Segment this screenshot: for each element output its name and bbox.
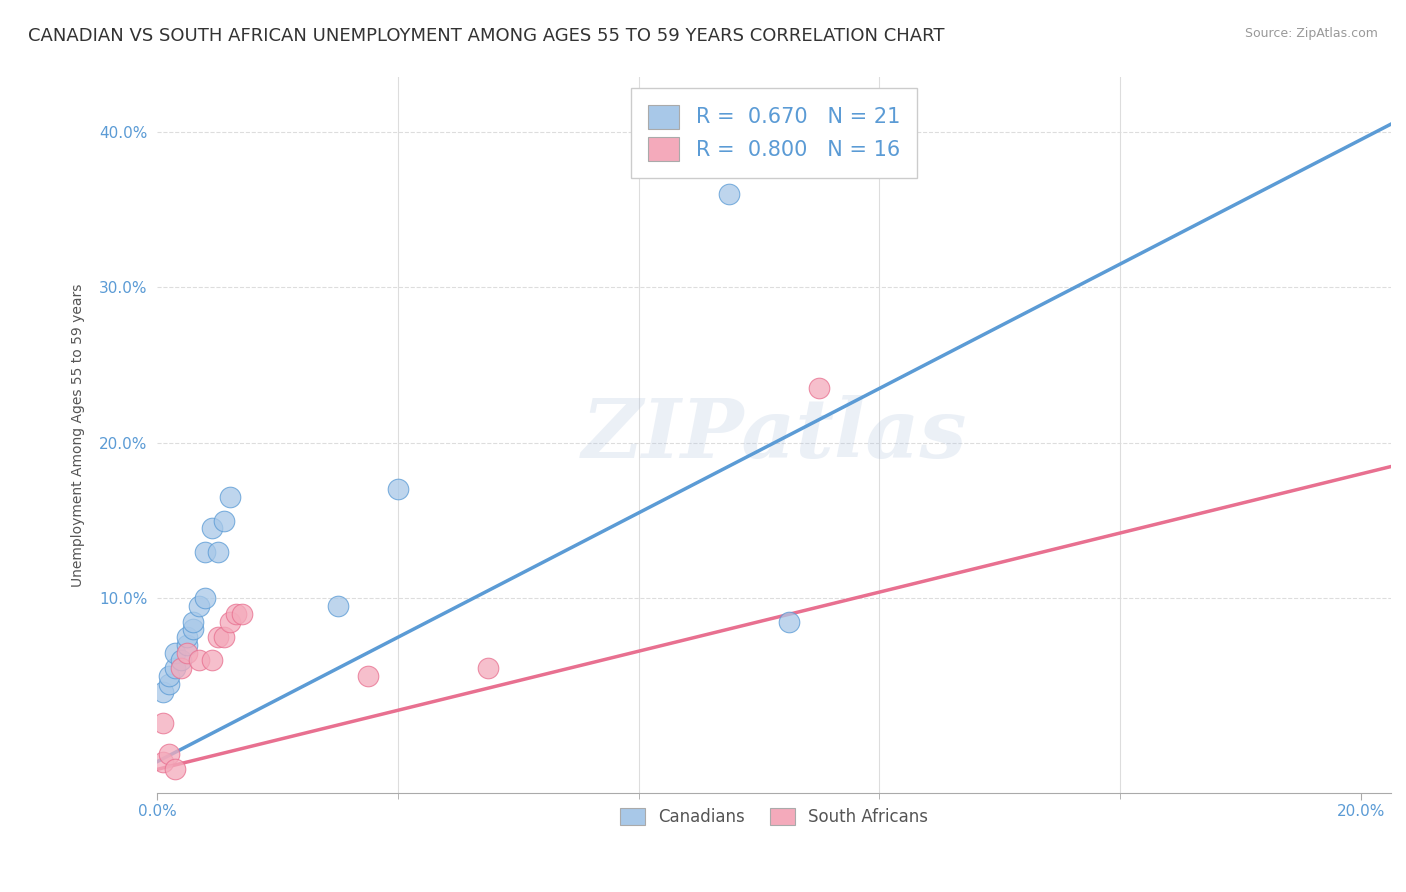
Point [176, 646, 198, 660]
Point [808, 381, 831, 395]
Point [200, 521, 222, 535]
Point [194, 591, 217, 606]
Point [212, 514, 235, 528]
Point [157, 669, 180, 683]
Point [157, 747, 180, 761]
Legend: Canadians, South Africans: Canadians, South Africans [612, 799, 936, 834]
Point [225, 607, 247, 621]
Point [183, 623, 205, 637]
Point [212, 630, 235, 644]
Point [183, 615, 205, 629]
Point [170, 653, 193, 667]
Point [170, 661, 193, 675]
Text: Source: ZipAtlas.com: Source: ZipAtlas.com [1244, 27, 1378, 40]
Point [152, 684, 174, 698]
Point [152, 755, 174, 769]
Point [176, 638, 198, 652]
Text: CANADIAN VS SOUTH AFRICAN UNEMPLOYMENT AMONG AGES 55 TO 59 YEARS CORRELATION CHA: CANADIAN VS SOUTH AFRICAN UNEMPLOYMENT A… [28, 27, 945, 45]
Point [165, 762, 187, 776]
Point [326, 599, 349, 613]
Point [718, 187, 741, 202]
Point [165, 661, 187, 675]
Point [357, 669, 380, 683]
Point [176, 630, 198, 644]
Point [152, 715, 174, 730]
Point [207, 630, 229, 644]
Point [188, 599, 211, 613]
Point [218, 490, 240, 504]
Point [387, 483, 409, 497]
Point [218, 615, 240, 629]
Point [207, 544, 229, 558]
Point [231, 607, 253, 621]
Y-axis label: Unemployment Among Ages 55 to 59 years: Unemployment Among Ages 55 to 59 years [72, 284, 86, 587]
Point [778, 615, 800, 629]
Point [157, 677, 180, 691]
Point [165, 646, 187, 660]
Point [200, 653, 222, 667]
Text: ZIPatlas: ZIPatlas [582, 395, 967, 475]
Point [188, 653, 211, 667]
Point [477, 661, 499, 675]
Point [194, 544, 217, 558]
